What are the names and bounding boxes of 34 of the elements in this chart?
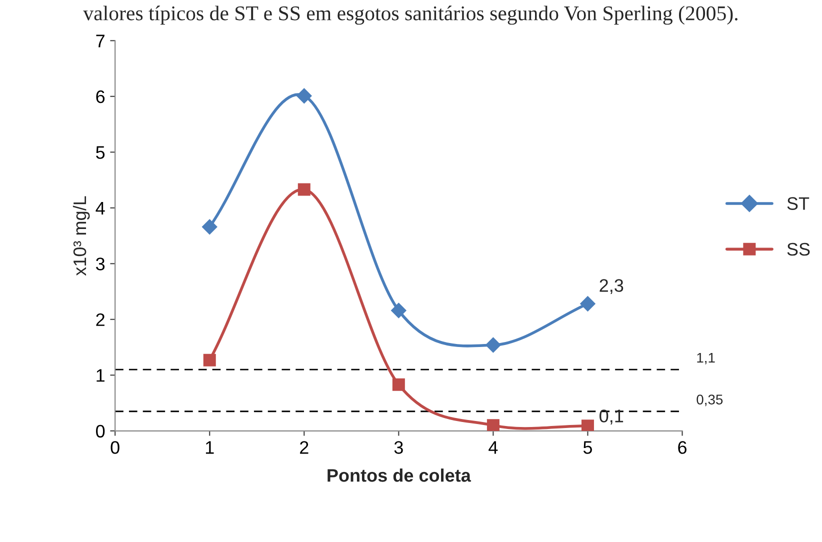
point [392,378,405,391]
point [581,420,594,431]
legend-label: SS [787,242,810,256]
x-tick-label: 0 [110,441,120,454]
y-tick-label: 2 [96,313,104,326]
y-tick-label: 4 [96,202,105,214]
point [203,354,216,366]
point [202,219,218,234]
point [296,88,312,104]
data-label: 2,3 [600,279,624,294]
y-tick-label: 0 [96,424,105,438]
x-tick-label: 4 [488,441,498,454]
data-label: 0,1 [600,410,624,425]
x-tick-label: 3 [394,441,403,454]
y-tick-label: 5 [96,146,105,159]
y-tick-label: 7 [96,34,104,48]
ref-line-label: 0,35 [696,394,723,406]
x-tick-label: 6 [678,441,686,454]
point [391,302,406,318]
point [298,183,310,196]
point [486,337,501,353]
x-tick-label: 2 [300,441,308,454]
y-tick-label: 1 [96,369,104,382]
x-axis-title: Pontos de coleta [328,468,472,482]
y-tick-label: 3 [96,258,105,270]
y-axis-title: x10³ mg/L [72,196,90,276]
x-tick-label: 1 [206,441,214,454]
point [486,419,500,431]
legend-label: ST [787,197,810,210]
point [580,296,596,312]
ref-line-label: 1,1 [697,352,715,364]
chart-title: valores típicos de ST e SS em esgotos sanitários segundo Von Sperling (2005). [83,6,738,25]
x-tick-label: 5 [583,441,592,454]
y-tick-label: 6 [96,90,105,104]
